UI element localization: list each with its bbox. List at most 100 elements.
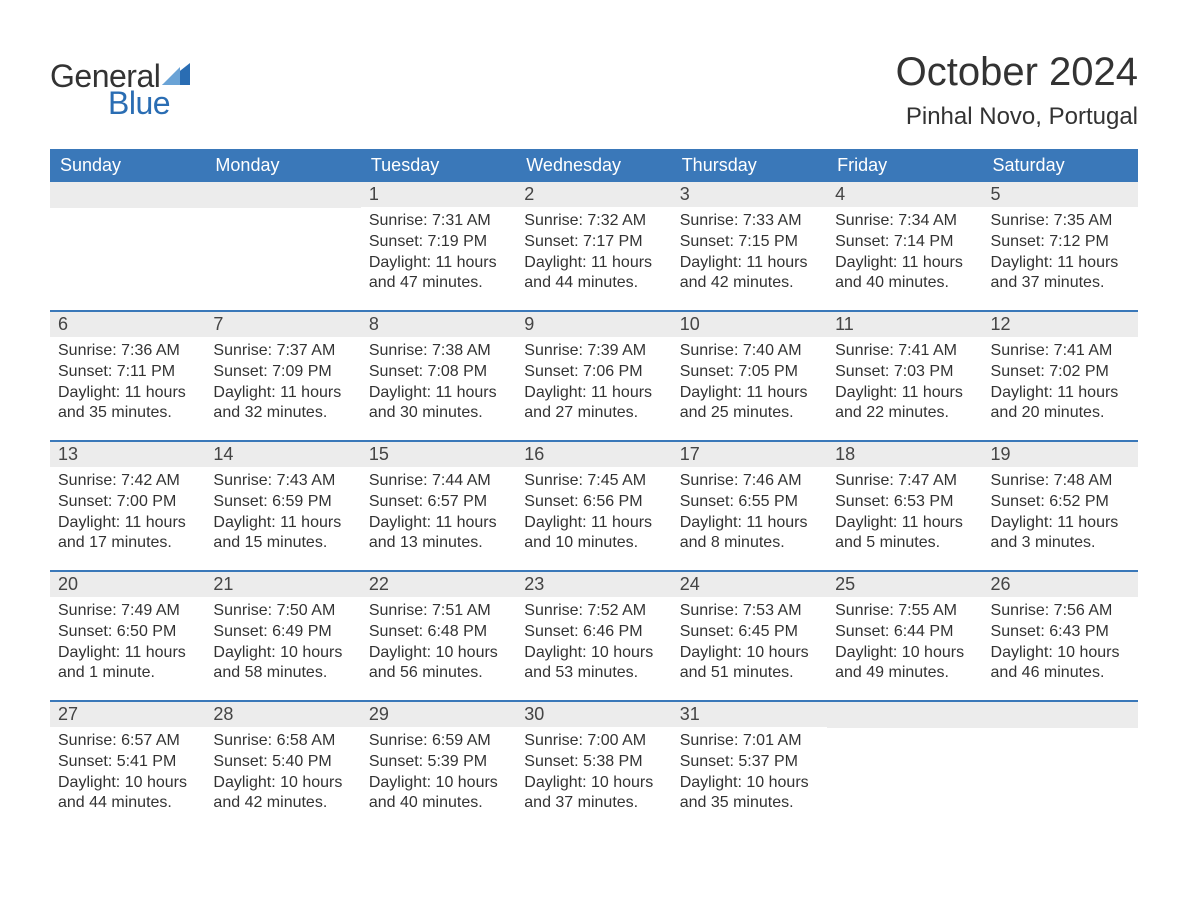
day-number: 19 [983,442,1138,467]
sunset-text: Sunset: 5:37 PM [680,752,819,773]
calendar-day-cell: 31Sunrise: 7:01 AMSunset: 5:37 PMDayligh… [672,702,827,830]
sunset-text: Sunset: 7:06 PM [524,362,663,383]
month-title: October 2024 [896,50,1138,95]
sunset-text: Sunset: 6:49 PM [213,622,352,643]
day-number [50,182,205,208]
day-number: 9 [516,312,671,337]
day-body: Sunrise: 7:41 AMSunset: 7:03 PMDaylight:… [827,337,982,432]
sunset-text: Sunset: 7:08 PM [369,362,508,383]
day-body: Sunrise: 7:48 AMSunset: 6:52 PMDaylight:… [983,467,1138,562]
calendar-day-cell [827,702,982,830]
sunrise-text: Sunrise: 7:53 AM [680,601,819,622]
daylight-text: Daylight: 11 hours and 37 minutes. [991,253,1130,295]
day-number: 28 [205,702,360,727]
calendar-day-cell: 8Sunrise: 7:38 AMSunset: 7:08 PMDaylight… [361,312,516,440]
weekday-header: Monday [205,149,360,182]
calendar-day-cell: 25Sunrise: 7:55 AMSunset: 6:44 PMDayligh… [827,572,982,700]
weekday-header: Wednesday [516,149,671,182]
sunset-text: Sunset: 7:09 PM [213,362,352,383]
day-body [205,208,360,220]
calendar-week: 6Sunrise: 7:36 AMSunset: 7:11 PMDaylight… [50,310,1138,440]
calendar-day-cell: 10Sunrise: 7:40 AMSunset: 7:05 PMDayligh… [672,312,827,440]
day-body: Sunrise: 7:35 AMSunset: 7:12 PMDaylight:… [983,207,1138,302]
daylight-text: Daylight: 11 hours and 22 minutes. [835,383,974,425]
sunset-text: Sunset: 6:59 PM [213,492,352,513]
day-number: 16 [516,442,671,467]
weekday-header: Sunday [50,149,205,182]
calendar-day-cell: 17Sunrise: 7:46 AMSunset: 6:55 PMDayligh… [672,442,827,570]
daylight-text: Daylight: 11 hours and 8 minutes. [680,513,819,555]
calendar-day-cell: 23Sunrise: 7:52 AMSunset: 6:46 PMDayligh… [516,572,671,700]
sunset-text: Sunset: 7:05 PM [680,362,819,383]
day-body: Sunrise: 7:53 AMSunset: 6:45 PMDaylight:… [672,597,827,692]
sunrise-text: Sunrise: 7:41 AM [991,341,1130,362]
day-body: Sunrise: 7:56 AMSunset: 6:43 PMDaylight:… [983,597,1138,692]
day-number: 1 [361,182,516,207]
daylight-text: Daylight: 11 hours and 3 minutes. [991,513,1130,555]
daylight-text: Daylight: 10 hours and 51 minutes. [680,643,819,685]
calendar-day-cell: 2Sunrise: 7:32 AMSunset: 7:17 PMDaylight… [516,182,671,310]
day-body: Sunrise: 7:01 AMSunset: 5:37 PMDaylight:… [672,727,827,822]
day-body: Sunrise: 7:00 AMSunset: 5:38 PMDaylight:… [516,727,671,822]
sunset-text: Sunset: 7:00 PM [58,492,197,513]
daylight-text: Daylight: 11 hours and 40 minutes. [835,253,974,295]
sunset-text: Sunset: 6:43 PM [991,622,1130,643]
day-body: Sunrise: 7:38 AMSunset: 7:08 PMDaylight:… [361,337,516,432]
daylight-text: Daylight: 11 hours and 25 minutes. [680,383,819,425]
day-body: Sunrise: 7:37 AMSunset: 7:09 PMDaylight:… [205,337,360,432]
sunrise-text: Sunrise: 7:01 AM [680,731,819,752]
sunrise-text: Sunrise: 6:59 AM [369,731,508,752]
sunrise-text: Sunrise: 7:56 AM [991,601,1130,622]
daylight-text: Daylight: 11 hours and 1 minute. [58,643,197,685]
calendar-day-cell: 16Sunrise: 7:45 AMSunset: 6:56 PMDayligh… [516,442,671,570]
sunset-text: Sunset: 7:12 PM [991,232,1130,253]
daylight-text: Daylight: 10 hours and 46 minutes. [991,643,1130,685]
sunset-text: Sunset: 6:50 PM [58,622,197,643]
day-body [50,208,205,220]
calendar-week: 27Sunrise: 6:57 AMSunset: 5:41 PMDayligh… [50,700,1138,830]
calendar-day-cell [983,702,1138,830]
day-body: Sunrise: 7:34 AMSunset: 7:14 PMDaylight:… [827,207,982,302]
sunset-text: Sunset: 6:45 PM [680,622,819,643]
day-body: Sunrise: 7:40 AMSunset: 7:05 PMDaylight:… [672,337,827,432]
day-body: Sunrise: 7:47 AMSunset: 6:53 PMDaylight:… [827,467,982,562]
sunrise-text: Sunrise: 7:52 AM [524,601,663,622]
sunrise-text: Sunrise: 7:46 AM [680,471,819,492]
day-body: Sunrise: 7:36 AMSunset: 7:11 PMDaylight:… [50,337,205,432]
sunset-text: Sunset: 7:02 PM [991,362,1130,383]
daylight-text: Daylight: 10 hours and 40 minutes. [369,773,508,815]
calendar-day-cell: 11Sunrise: 7:41 AMSunset: 7:03 PMDayligh… [827,312,982,440]
day-number: 22 [361,572,516,597]
title-block: October 2024 Pinhal Novo, Portugal [896,50,1138,131]
daylight-text: Daylight: 11 hours and 44 minutes. [524,253,663,295]
day-number: 20 [50,572,205,597]
daylight-text: Daylight: 11 hours and 5 minutes. [835,513,974,555]
daylight-text: Daylight: 10 hours and 49 minutes. [835,643,974,685]
day-number: 8 [361,312,516,337]
day-number: 31 [672,702,827,727]
calendar: Sunday Monday Tuesday Wednesday Thursday… [50,149,1138,830]
sunset-text: Sunset: 7:11 PM [58,362,197,383]
sunset-text: Sunset: 6:44 PM [835,622,974,643]
weekday-header: Thursday [672,149,827,182]
sunset-text: Sunset: 5:40 PM [213,752,352,773]
calendar-day-cell: 18Sunrise: 7:47 AMSunset: 6:53 PMDayligh… [827,442,982,570]
daylight-text: Daylight: 10 hours and 56 minutes. [369,643,508,685]
calendar-day-cell: 21Sunrise: 7:50 AMSunset: 6:49 PMDayligh… [205,572,360,700]
calendar-week: 13Sunrise: 7:42 AMSunset: 7:00 PMDayligh… [50,440,1138,570]
day-number: 13 [50,442,205,467]
sunrise-text: Sunrise: 6:58 AM [213,731,352,752]
brand-logo: General Blue [50,50,192,122]
brand-word2: Blue [108,85,170,122]
sunrise-text: Sunrise: 7:48 AM [991,471,1130,492]
daylight-text: Daylight: 11 hours and 10 minutes. [524,513,663,555]
calendar-day-cell: 24Sunrise: 7:53 AMSunset: 6:45 PMDayligh… [672,572,827,700]
sunrise-text: Sunrise: 7:49 AM [58,601,197,622]
sunset-text: Sunset: 5:38 PM [524,752,663,773]
day-body: Sunrise: 7:42 AMSunset: 7:00 PMDaylight:… [50,467,205,562]
day-number [205,182,360,208]
daylight-text: Daylight: 11 hours and 20 minutes. [991,383,1130,425]
day-body: Sunrise: 7:41 AMSunset: 7:02 PMDaylight:… [983,337,1138,432]
daylight-text: Daylight: 11 hours and 32 minutes. [213,383,352,425]
sunrise-text: Sunrise: 7:42 AM [58,471,197,492]
